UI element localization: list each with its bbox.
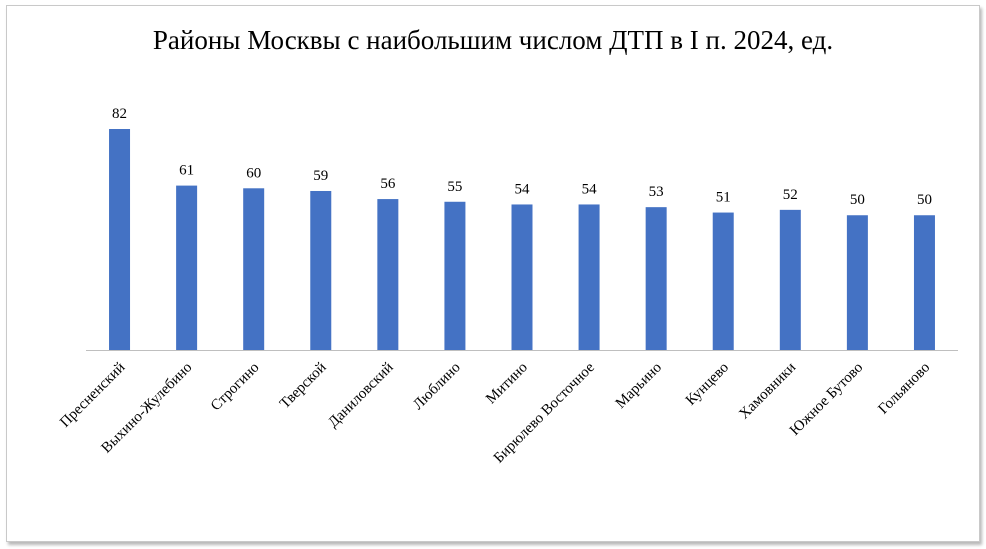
category-label-6: Люблино	[410, 360, 464, 414]
data-label-2: 61	[179, 163, 194, 179]
data-label-13: 50	[917, 192, 932, 208]
data-label-10: 51	[716, 190, 731, 206]
data-label-7: 54	[515, 181, 531, 197]
category-label-5: Даниловский	[325, 360, 396, 431]
chart-frame	[6, 5, 980, 542]
category-label-4: Тверской	[277, 360, 330, 413]
category-label-9: Марьино	[613, 360, 665, 412]
data-label-4: 59	[313, 168, 328, 184]
category-label-1: Пресненский	[57, 360, 128, 431]
data-label-9: 53	[649, 184, 664, 200]
bars-layer	[109, 129, 935, 350]
data-label-11: 52	[783, 187, 798, 203]
bar-3	[243, 188, 265, 350]
data-label-12: 50	[850, 192, 865, 208]
category-label-10: Кунцево	[683, 360, 732, 409]
bar-8	[578, 204, 600, 350]
data-label-5: 56	[380, 176, 396, 192]
category-label-13: Гольяново	[875, 360, 933, 418]
category-label-3: Строгино	[208, 360, 263, 415]
bar-12	[846, 215, 868, 350]
category-label-11: Хамовники	[736, 360, 799, 423]
data-label-8: 54	[582, 181, 598, 197]
bar-4	[310, 190, 332, 350]
bar-6	[444, 201, 466, 350]
data-label-6: 55	[447, 179, 462, 195]
bar-11	[779, 209, 801, 350]
bar-1	[109, 129, 131, 350]
data-label-3: 60	[246, 165, 261, 181]
category-label-12: Южное Бутово	[787, 360, 866, 439]
bar-2	[176, 185, 198, 350]
bar-5	[377, 199, 399, 350]
data-label-1: 82	[112, 106, 127, 122]
bar-13	[913, 215, 935, 350]
data-labels-layer: 82 61 60 59 56 55 54 54 53 51 52 50 50	[112, 106, 932, 208]
category-label-7: Митино	[483, 360, 531, 408]
bar-7	[511, 204, 533, 350]
bar-9	[645, 207, 667, 350]
bar-10	[712, 212, 734, 350]
chart-title: Районы Москвы с наибольшим числом ДТП в …	[152, 25, 834, 55]
